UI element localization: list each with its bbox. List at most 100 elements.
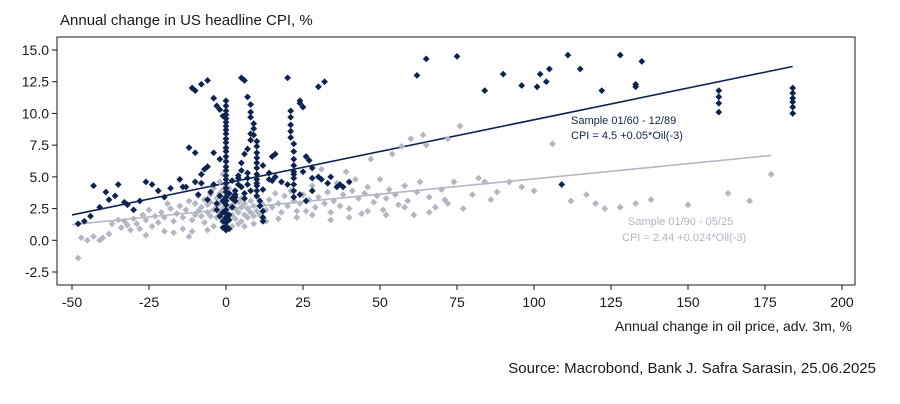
data-point bbox=[225, 189, 233, 197]
data-point bbox=[154, 219, 162, 226]
data-point bbox=[379, 206, 387, 214]
data-point bbox=[265, 175, 273, 183]
data-point bbox=[616, 203, 624, 211]
data-point bbox=[108, 220, 116, 228]
data-point bbox=[265, 169, 273, 177]
data-point bbox=[321, 200, 328, 207]
data-point bbox=[231, 215, 239, 223]
data-point bbox=[339, 191, 347, 199]
data-point bbox=[518, 183, 526, 191]
data-point bbox=[392, 191, 399, 199]
data-point bbox=[438, 186, 445, 193]
data-point bbox=[299, 168, 307, 176]
data-point bbox=[284, 74, 291, 82]
data-point bbox=[290, 174, 298, 182]
data-point bbox=[139, 211, 147, 219]
data-point bbox=[222, 193, 230, 201]
data-point bbox=[145, 206, 153, 214]
data-point bbox=[222, 188, 230, 196]
data-point bbox=[210, 181, 218, 188]
data-point bbox=[114, 181, 122, 188]
data-point bbox=[188, 84, 196, 92]
data-point bbox=[241, 195, 248, 202]
data-point bbox=[576, 65, 584, 73]
data-point bbox=[253, 187, 261, 195]
data-point bbox=[355, 195, 362, 202]
data-point bbox=[444, 135, 452, 143]
data-point bbox=[376, 175, 384, 183]
data-point bbox=[222, 206, 230, 214]
data-point bbox=[416, 178, 424, 186]
data-point bbox=[370, 198, 378, 206]
data-point bbox=[222, 126, 230, 134]
data-point bbox=[213, 200, 221, 207]
data-point bbox=[234, 174, 242, 182]
data-point bbox=[388, 150, 396, 158]
data-point bbox=[238, 159, 245, 167]
data-point bbox=[188, 216, 196, 224]
x-tick-label: -25 bbox=[139, 294, 159, 310]
plot-frame bbox=[56, 36, 856, 286]
data-point bbox=[225, 225, 233, 233]
data-point bbox=[219, 170, 227, 178]
data-point bbox=[96, 203, 104, 211]
data-point bbox=[715, 108, 723, 116]
data-point bbox=[247, 130, 255, 138]
data-point bbox=[422, 55, 430, 63]
data-point bbox=[241, 77, 248, 84]
data-point bbox=[351, 175, 359, 183]
data-point bbox=[216, 106, 224, 114]
data-point bbox=[250, 131, 258, 139]
data-point bbox=[398, 143, 405, 150]
y-tick-label: 15.0 bbox=[22, 42, 49, 58]
data-point bbox=[259, 162, 267, 169]
data-point bbox=[546, 65, 553, 73]
data-point bbox=[425, 193, 433, 201]
data-point bbox=[296, 191, 304, 199]
data-point bbox=[259, 214, 267, 221]
data-point bbox=[142, 231, 150, 239]
data-point bbox=[250, 220, 258, 228]
data-point bbox=[219, 208, 227, 216]
data-point bbox=[142, 216, 150, 224]
data-point bbox=[148, 181, 156, 188]
data-point bbox=[296, 200, 304, 207]
data-point bbox=[305, 156, 313, 164]
fit-lines bbox=[71, 65, 793, 226]
data-point bbox=[170, 229, 178, 237]
data-point bbox=[244, 169, 251, 177]
data-point bbox=[536, 70, 544, 78]
data-point bbox=[287, 107, 295, 115]
data-point bbox=[715, 87, 723, 94]
data-point bbox=[333, 183, 341, 191]
data-point bbox=[469, 191, 476, 199]
data-point bbox=[364, 207, 372, 215]
data-point bbox=[290, 193, 298, 201]
data-point bbox=[182, 206, 190, 214]
data-point bbox=[284, 181, 291, 188]
data-point bbox=[179, 225, 187, 233]
data-point bbox=[564, 51, 572, 59]
data-point bbox=[413, 188, 421, 196]
y-tick-label: 0.0 bbox=[30, 232, 50, 248]
data-point bbox=[80, 217, 88, 225]
data-point bbox=[207, 212, 214, 220]
data-point bbox=[287, 121, 295, 129]
data-point bbox=[481, 178, 489, 186]
data-point bbox=[222, 175, 230, 183]
chart-title: Annual change in US headline CPI, % bbox=[60, 12, 313, 29]
data-point bbox=[90, 233, 97, 240]
data-point bbox=[290, 187, 298, 195]
data-point bbox=[197, 212, 205, 220]
axes: -50 -25 0 25 50 75 100 125 150 175 200 -2.5 0.0 2.5 5.… bbox=[22, 36, 856, 310]
data-point bbox=[111, 192, 119, 200]
data-point bbox=[318, 175, 325, 183]
data-point bbox=[231, 191, 239, 199]
data-point bbox=[290, 197, 298, 205]
data-point bbox=[274, 215, 282, 223]
data-point bbox=[164, 200, 171, 207]
data-point bbox=[358, 210, 365, 218]
data-point bbox=[210, 94, 218, 102]
data-point bbox=[204, 226, 211, 234]
data-point bbox=[259, 186, 267, 193]
